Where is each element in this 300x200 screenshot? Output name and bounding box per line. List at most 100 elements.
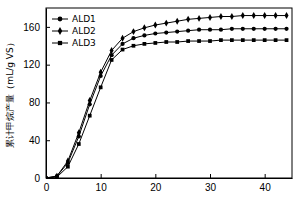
y-tick-mark bbox=[46, 27, 50, 28]
marker bbox=[197, 28, 201, 32]
y-tick-mark bbox=[46, 102, 50, 103]
marker bbox=[77, 142, 81, 146]
series-line bbox=[46, 16, 287, 178]
marker bbox=[110, 58, 114, 62]
y-tick-label: 80 bbox=[29, 97, 41, 108]
marker bbox=[285, 12, 289, 19]
marker bbox=[230, 27, 234, 31]
marker bbox=[230, 38, 234, 42]
y-tick-label: 120 bbox=[23, 59, 40, 70]
y-axis-line bbox=[46, 9, 47, 179]
y-tick-mark bbox=[46, 65, 50, 66]
marker bbox=[121, 35, 125, 42]
chart: 0 10 20 30 40 0 40 80 120 160 ALD1 ALD2 ALD3 累计甲烷产量（m… bbox=[0, 0, 300, 200]
marker bbox=[273, 27, 277, 31]
x-tick: 20 bbox=[150, 174, 162, 193]
x-tick-label: 10 bbox=[96, 182, 108, 193]
y-tick: 120 bbox=[23, 59, 50, 70]
marker bbox=[164, 40, 168, 44]
x-tick-mark bbox=[265, 174, 266, 178]
series-line bbox=[46, 29, 287, 178]
marker bbox=[219, 28, 223, 32]
marker bbox=[55, 175, 59, 178]
legend-item: ALD1 bbox=[52, 14, 96, 24]
marker bbox=[66, 165, 70, 169]
y-tick-mark bbox=[46, 140, 50, 141]
marker bbox=[274, 38, 278, 42]
marker bbox=[164, 20, 168, 27]
series-line bbox=[46, 40, 287, 178]
x-tick-label: 40 bbox=[260, 182, 272, 193]
y-tick-mark bbox=[46, 178, 50, 179]
y-tick: 80 bbox=[29, 97, 50, 108]
marker bbox=[208, 28, 212, 32]
marker bbox=[153, 41, 157, 45]
marker bbox=[208, 14, 212, 21]
marker bbox=[46, 175, 48, 178]
marker bbox=[219, 13, 223, 20]
marker bbox=[252, 12, 256, 19]
marker bbox=[197, 15, 201, 22]
marker bbox=[132, 44, 136, 48]
legend-item: ALD3 bbox=[52, 38, 96, 48]
legend-marker bbox=[58, 41, 62, 45]
legend: ALD1 ALD2 ALD3 bbox=[52, 14, 96, 48]
marker bbox=[77, 129, 81, 136]
marks bbox=[46, 12, 289, 178]
x-tick-mark bbox=[210, 174, 211, 178]
marker bbox=[99, 85, 103, 89]
marker bbox=[120, 42, 124, 46]
x-axis-line bbox=[47, 178, 293, 179]
marker bbox=[142, 33, 146, 37]
y-tick: 0 bbox=[34, 173, 50, 184]
y-axis: 0 40 80 120 160 bbox=[23, 9, 50, 184]
legend-item: ALD2 bbox=[52, 26, 96, 36]
marker bbox=[110, 47, 114, 54]
marker bbox=[219, 38, 223, 42]
plot-frame bbox=[46, 8, 292, 178]
marker bbox=[164, 30, 168, 34]
y-axis-title: 累计甲烷产量（mL/g VS） bbox=[5, 38, 15, 147]
x-tick-mark bbox=[155, 174, 156, 178]
marker bbox=[175, 18, 179, 25]
marker bbox=[99, 69, 103, 76]
x-tick-mark bbox=[101, 174, 102, 178]
marker bbox=[88, 97, 92, 104]
marker bbox=[285, 38, 289, 42]
marker bbox=[131, 36, 135, 40]
x-tick-label: 0 bbox=[44, 182, 50, 193]
marker bbox=[142, 24, 146, 31]
marker bbox=[153, 31, 157, 35]
marker bbox=[252, 38, 256, 42]
marker bbox=[175, 30, 179, 34]
legend-label: ALD3 bbox=[72, 38, 96, 48]
marker bbox=[175, 40, 179, 44]
marker bbox=[230, 13, 234, 20]
y-tick-label: 160 bbox=[23, 22, 40, 33]
marker bbox=[263, 27, 267, 31]
plot: 0 10 20 30 40 0 40 80 120 160 ALD1 ALD2 ALD3 bbox=[23, 8, 292, 193]
marker bbox=[186, 29, 190, 33]
marker bbox=[55, 173, 59, 178]
y-tick: 160 bbox=[23, 22, 50, 33]
x-tick-label: 30 bbox=[205, 182, 217, 193]
x-tick: 30 bbox=[205, 174, 217, 193]
marker bbox=[88, 114, 92, 118]
marker bbox=[241, 12, 245, 19]
y-tick-label: 0 bbox=[34, 173, 40, 184]
marker bbox=[263, 12, 267, 19]
marker bbox=[46, 176, 48, 178]
marker bbox=[143, 42, 147, 46]
marker bbox=[263, 38, 267, 42]
marker bbox=[197, 39, 201, 43]
y-tick: 40 bbox=[29, 135, 50, 146]
x-tick: 10 bbox=[96, 174, 108, 193]
marker bbox=[274, 12, 278, 19]
marker bbox=[241, 27, 245, 31]
x-tick: 0 bbox=[44, 174, 50, 193]
marker bbox=[241, 38, 245, 42]
legend-label: ALD1 bbox=[72, 14, 96, 24]
legend-marker bbox=[58, 17, 63, 22]
marker bbox=[186, 16, 190, 23]
marker bbox=[153, 22, 157, 29]
